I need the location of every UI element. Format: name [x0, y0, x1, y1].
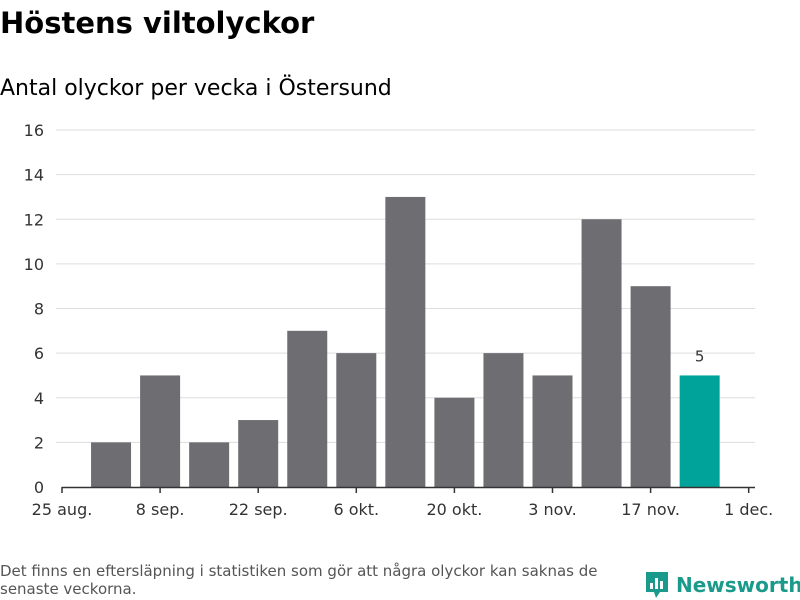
x-tick-label: 17 nov.: [621, 500, 680, 519]
bar: [581, 219, 622, 487]
chart-title: Höstens viltolyckor: [0, 6, 315, 40]
x-tick-label: 20 okt.: [426, 500, 482, 519]
x-tick-label: 1 dec.: [724, 500, 773, 519]
y-tick-label: 16: [24, 121, 44, 140]
x-tick-label: 25 aug.: [32, 500, 93, 519]
y-tick-label: 10: [24, 255, 44, 274]
bar: [483, 353, 524, 487]
bar: [630, 286, 671, 487]
y-tick-label: 14: [24, 166, 44, 185]
bar: [189, 442, 230, 487]
data-label: 5: [695, 347, 705, 365]
y-axis-labels: 0 2 4 6 8 10 12 14 16: [24, 121, 44, 497]
bar: [91, 442, 132, 487]
newsworthy-logo[interactable]: Newsworthy: [644, 570, 800, 600]
bar: [385, 196, 426, 487]
bar: [140, 375, 181, 487]
chart-subtitle: Antal olyckor per vecka i Östersund: [0, 76, 392, 101]
y-tick-label: 6: [34, 344, 44, 363]
y-tick-label: 8: [34, 300, 44, 319]
x-axis: [61, 486, 755, 493]
data-labels: 5: [695, 347, 705, 365]
newsworthy-logo-text: Newsworthy: [676, 573, 800, 597]
bar: [336, 353, 377, 487]
bar-chart: 0 2 4 6 8 10 12 14 16 25 aug. 8 sep. 22 sep. 6 okt.…: [24, 121, 774, 519]
x-tick-label: 22 sep.: [229, 500, 288, 519]
bar: [287, 330, 328, 487]
y-tick-label: 0: [34, 478, 44, 497]
x-tick-label: 3 nov.: [528, 500, 577, 519]
footnote: Det finns en eftersläpning i statistiken…: [0, 562, 598, 598]
y-tick-label: 4: [34, 389, 44, 408]
x-tick-label: 8 sep.: [136, 500, 185, 519]
y-tick-label: 12: [24, 210, 44, 229]
x-axis-labels: 25 aug. 8 sep. 22 sep. 6 okt. 20 okt. 3 nov. 1…: [32, 500, 774, 519]
x-tick-label: 6 okt.: [333, 500, 379, 519]
y-tick-label: 2: [34, 433, 44, 452]
bars: [91, 196, 720, 487]
bar: [434, 397, 475, 487]
bar: [238, 420, 279, 487]
bar: [532, 375, 573, 487]
bar-highlighted: [679, 375, 720, 487]
newsworthy-logo-icon: [646, 572, 668, 598]
